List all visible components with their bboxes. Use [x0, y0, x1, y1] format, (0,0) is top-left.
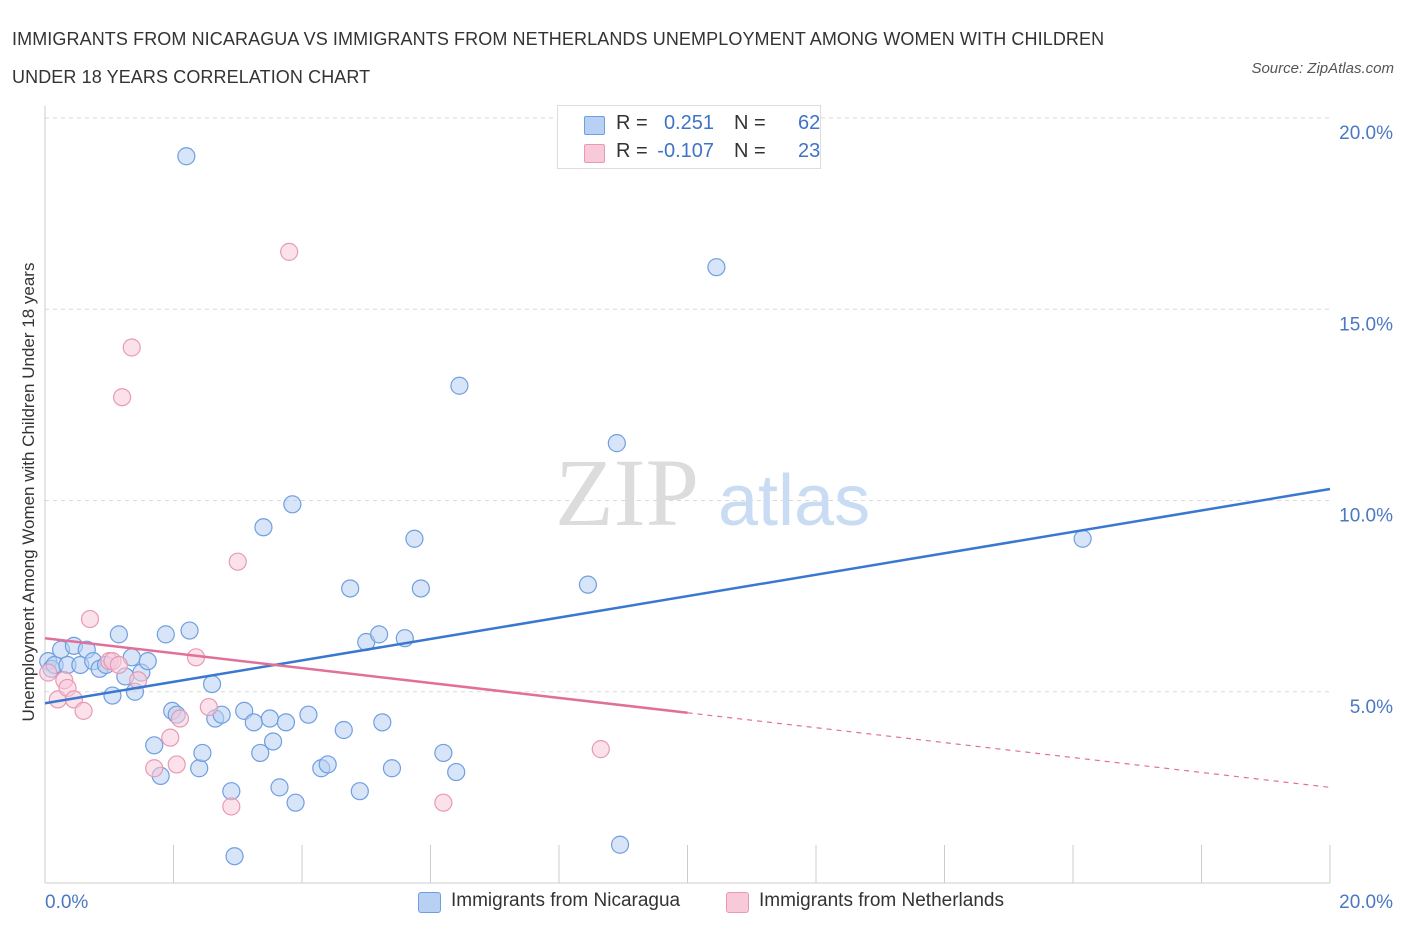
legend-r-value: 0.251	[663, 112, 714, 134]
bottom-legend-swatch-nicaragua	[418, 892, 441, 913]
point-nicaragua	[370, 625, 389, 644]
point-nicaragua	[190, 759, 209, 778]
y-tick-label: 5.0%	[1350, 697, 1393, 718]
legend-r-label: R =	[616, 140, 648, 162]
point-nicaragua	[286, 793, 305, 812]
axes	[44, 106, 1331, 884]
y-tick-label: 10.0%	[1339, 506, 1393, 527]
point-nicaragua	[225, 847, 244, 866]
point-nicaragua	[411, 579, 430, 598]
point-nicaragua	[334, 720, 353, 740]
y-tick-label: 20.0%	[1339, 123, 1393, 144]
point-netherlands	[122, 338, 141, 357]
point-nicaragua	[341, 579, 360, 598]
point-nicaragua	[263, 732, 283, 751]
point-nicaragua	[276, 713, 296, 732]
point-nicaragua	[434, 743, 453, 763]
point-nicaragua	[202, 674, 222, 694]
point-nicaragua	[382, 759, 402, 778]
point-netherlands	[109, 655, 128, 675]
watermark-atlas: atlas	[718, 461, 870, 541]
point-netherlands	[112, 388, 132, 407]
bottom-legend-swatch-netherlands	[726, 892, 749, 913]
legend-n-label: N =	[734, 112, 766, 134]
gridlines	[45, 117, 1330, 693]
point-nicaragua	[193, 743, 212, 763]
point-netherlands	[222, 797, 241, 816]
stats-legend: R = 0.251 N = 62 R = -0.107 N = 23	[557, 105, 821, 169]
point-nicaragua	[244, 713, 263, 732]
point-nicaragua	[350, 782, 369, 801]
point-nicaragua	[447, 762, 466, 782]
legend-swatch-nicaragua	[584, 116, 605, 135]
point-netherlands	[591, 740, 610, 759]
point-nicaragua	[260, 709, 279, 728]
point-netherlands	[74, 701, 93, 720]
point-nicaragua	[254, 518, 273, 537]
trend-line-netherlands-extension	[687, 712, 1331, 788]
bottom-legend-label-netherlands: Immigrants from Netherlands	[759, 890, 1004, 911]
point-nicaragua	[251, 743, 270, 763]
tick-labels: 5.0% 10.0% 15.0% 20.0% 0.0% 20.0%	[45, 123, 1393, 913]
point-nicaragua	[145, 736, 164, 755]
point-nicaragua	[578, 575, 598, 594]
point-netherlands	[170, 709, 190, 728]
point-nicaragua	[270, 778, 289, 797]
chart-title-line-2: UNDER 18 YEARS CORRELATION CHART	[12, 67, 371, 87]
watermark: ZIP atlas	[555, 439, 870, 546]
point-nicaragua	[607, 434, 626, 453]
point-nicaragua	[299, 705, 318, 724]
point-nicaragua	[109, 625, 128, 644]
point-netherlands	[280, 242, 299, 261]
point-netherlands	[145, 759, 164, 778]
point-nicaragua	[318, 755, 337, 774]
point-nicaragua	[373, 713, 392, 732]
point-netherlands	[434, 793, 453, 812]
series-netherlands-points	[39, 242, 610, 816]
chart-title: IMMIGRANTS FROM NICARAGUA VS IMMIGRANTS …	[12, 20, 1212, 96]
point-nicaragua	[222, 782, 241, 801]
point-nicaragua	[177, 147, 196, 166]
point-nicaragua	[1073, 529, 1092, 548]
point-netherlands	[80, 609, 100, 629]
watermark-zip: ZIP	[555, 439, 699, 546]
point-nicaragua	[103, 686, 122, 705]
legend-n-value: 23	[798, 140, 821, 162]
chart-title-line-1: IMMIGRANTS FROM NICARAGUA VS IMMIGRANTS …	[12, 29, 1105, 49]
point-netherlands	[167, 755, 186, 774]
point-nicaragua	[707, 258, 726, 277]
point-nicaragua	[405, 529, 424, 548]
trend-line-netherlands	[44, 636, 688, 715]
legend-n-value: 62	[798, 112, 821, 134]
legend-n-label: N =	[734, 140, 766, 162]
point-netherlands	[161, 728, 180, 747]
x-tick-label: 0.0%	[45, 892, 88, 913]
bottom-legend-label-nicaragua: Immigrants from Nicaragua	[451, 890, 681, 911]
y-axis-title: Unemployment Among Women with Children U…	[19, 263, 38, 722]
x-tick-label: 20.0%	[1339, 892, 1393, 913]
point-nicaragua	[156, 625, 175, 644]
trend-lines	[44, 487, 1331, 788]
point-nicaragua	[283, 495, 302, 514]
point-netherlands	[39, 663, 58, 682]
point-netherlands	[228, 552, 247, 571]
point-netherlands	[199, 697, 218, 717]
point-nicaragua	[450, 376, 469, 395]
legend-r-label: R =	[616, 112, 648, 134]
legend-swatch-netherlands	[584, 144, 605, 163]
trend-line-nicaragua	[44, 487, 1331, 705]
y-tick-label: 15.0%	[1339, 314, 1393, 335]
legend-r-value: -0.107	[657, 140, 714, 162]
source-label: Source: ZipAtlas.com	[1251, 60, 1394, 77]
point-nicaragua	[138, 652, 157, 671]
point-nicaragua	[180, 621, 199, 640]
point-nicaragua	[610, 835, 630, 854]
